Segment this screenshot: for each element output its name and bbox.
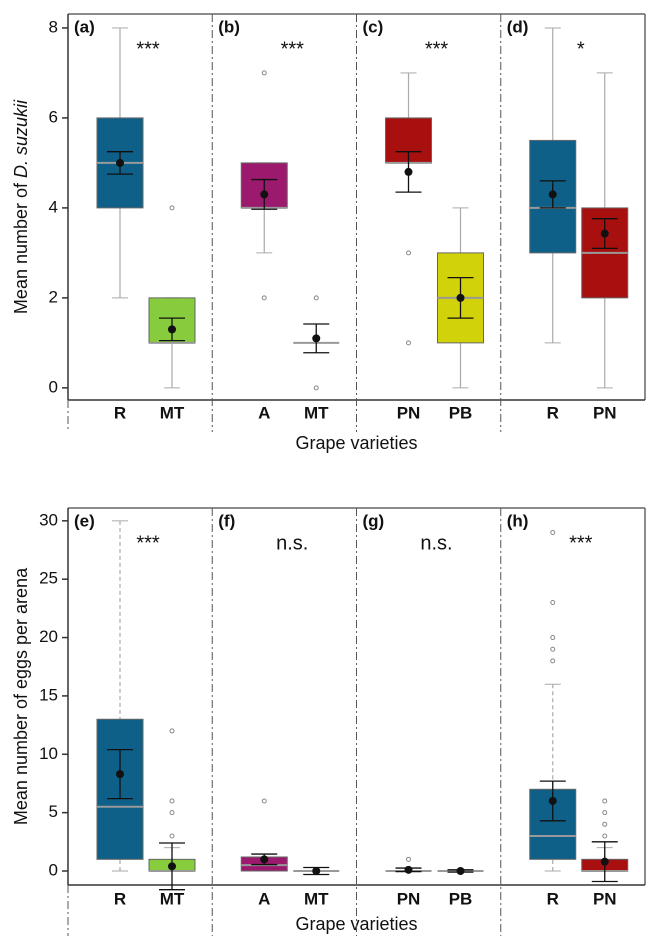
- significance: ***: [281, 38, 305, 60]
- mean-point: [312, 334, 321, 343]
- mean-point: [168, 325, 176, 334]
- y-axis-label-species: D. suzukii: [11, 99, 31, 178]
- x-tick-label: A: [258, 889, 270, 908]
- significance: ***: [136, 532, 160, 554]
- x-axis-label: Grape varieties: [295, 914, 417, 934]
- panel-label: (c): [363, 17, 384, 36]
- y-tick-label: 20: [39, 627, 58, 646]
- y-tick-label: 6: [49, 107, 58, 126]
- x-tick-label: R: [547, 403, 559, 422]
- y-tick-label: 0: [49, 860, 58, 879]
- y-axis-label-text: Mean number of eggs per arena: [11, 567, 31, 825]
- significance: n.s.: [276, 532, 308, 554]
- y-tick-label: 0: [49, 377, 58, 396]
- y-axis-label: Mean number of eggs per arena: [11, 567, 31, 825]
- outlier: [550, 530, 556, 536]
- x-axis-label: Grape varieties: [295, 433, 417, 453]
- outlier: [550, 658, 556, 664]
- outlier: [602, 810, 608, 816]
- x-tick-label: MT: [160, 889, 185, 908]
- y-axis-label: Mean number of D. suzukii: [11, 99, 31, 314]
- outlier: [550, 600, 556, 606]
- panel-label: (h): [507, 511, 529, 530]
- mean-point: [168, 862, 176, 871]
- y-tick-label: 8: [49, 17, 58, 36]
- panel-label: (a): [74, 17, 95, 36]
- x-tick-label: A: [258, 403, 270, 422]
- mean-point: [456, 293, 465, 302]
- outlier: [550, 646, 556, 652]
- y-tick-label: 5: [49, 802, 58, 821]
- x-tick-label: R: [114, 403, 126, 422]
- x-tick-label: MT: [160, 403, 185, 422]
- x-tick-label: R: [547, 889, 559, 908]
- outlier: [261, 798, 267, 804]
- mean-point: [260, 190, 269, 199]
- y-tick-label: 15: [39, 685, 58, 704]
- mean-point: [456, 866, 465, 875]
- outlier: [169, 798, 175, 804]
- mean-point: [404, 167, 413, 176]
- panel-label: (g): [363, 511, 385, 530]
- significance: ***: [425, 38, 449, 60]
- outlier: [550, 635, 556, 641]
- mean-point: [116, 770, 124, 779]
- significance: ***: [136, 38, 160, 60]
- x-tick-label: PN: [593, 889, 617, 908]
- x-tick-label: PN: [397, 403, 421, 422]
- x-tick-label: PB: [449, 403, 473, 422]
- x-tick-label: PN: [397, 889, 421, 908]
- mean-point: [600, 229, 609, 238]
- mean-point: [548, 190, 557, 199]
- outlier: [406, 250, 411, 256]
- mean-point: [312, 866, 321, 875]
- mean-point: [548, 796, 557, 805]
- mean-point: [116, 158, 124, 167]
- x-tick-label: MT: [304, 889, 329, 908]
- outlier: [602, 821, 608, 827]
- panel-label: (f): [218, 511, 235, 530]
- outlier: [313, 385, 319, 391]
- mean-point: [600, 857, 609, 866]
- significance: *: [577, 38, 585, 60]
- x-tick-label: PB: [449, 889, 473, 908]
- outlier: [169, 205, 175, 211]
- outlier: [261, 70, 267, 76]
- y-axis-label-text: Mean number of: [11, 182, 31, 314]
- outlier: [406, 856, 411, 862]
- panel-label: (b): [218, 17, 240, 36]
- y-tick-label: 2: [49, 287, 58, 306]
- mean-point: [260, 855, 269, 864]
- x-tick-label: MT: [304, 403, 329, 422]
- outlier: [261, 295, 267, 301]
- significance: n.s.: [420, 532, 452, 554]
- panel-label: (e): [74, 511, 95, 530]
- mean-point: [404, 865, 413, 874]
- x-tick-label: R: [114, 889, 126, 908]
- x-tick-label: PN: [593, 403, 617, 422]
- outlier: [406, 340, 411, 346]
- outlier: [602, 833, 608, 839]
- y-tick-label: 30: [39, 510, 58, 529]
- y-tick-label: 10: [39, 744, 58, 763]
- panel-label: (d): [507, 17, 529, 36]
- y-tick-label: 25: [39, 569, 58, 588]
- outlier: [313, 295, 319, 301]
- significance: ***: [569, 532, 593, 554]
- outlier: [169, 728, 175, 734]
- outlier: [169, 833, 175, 839]
- outlier: [602, 798, 608, 804]
- y-tick-label: 4: [49, 197, 58, 216]
- outlier: [169, 810, 175, 816]
